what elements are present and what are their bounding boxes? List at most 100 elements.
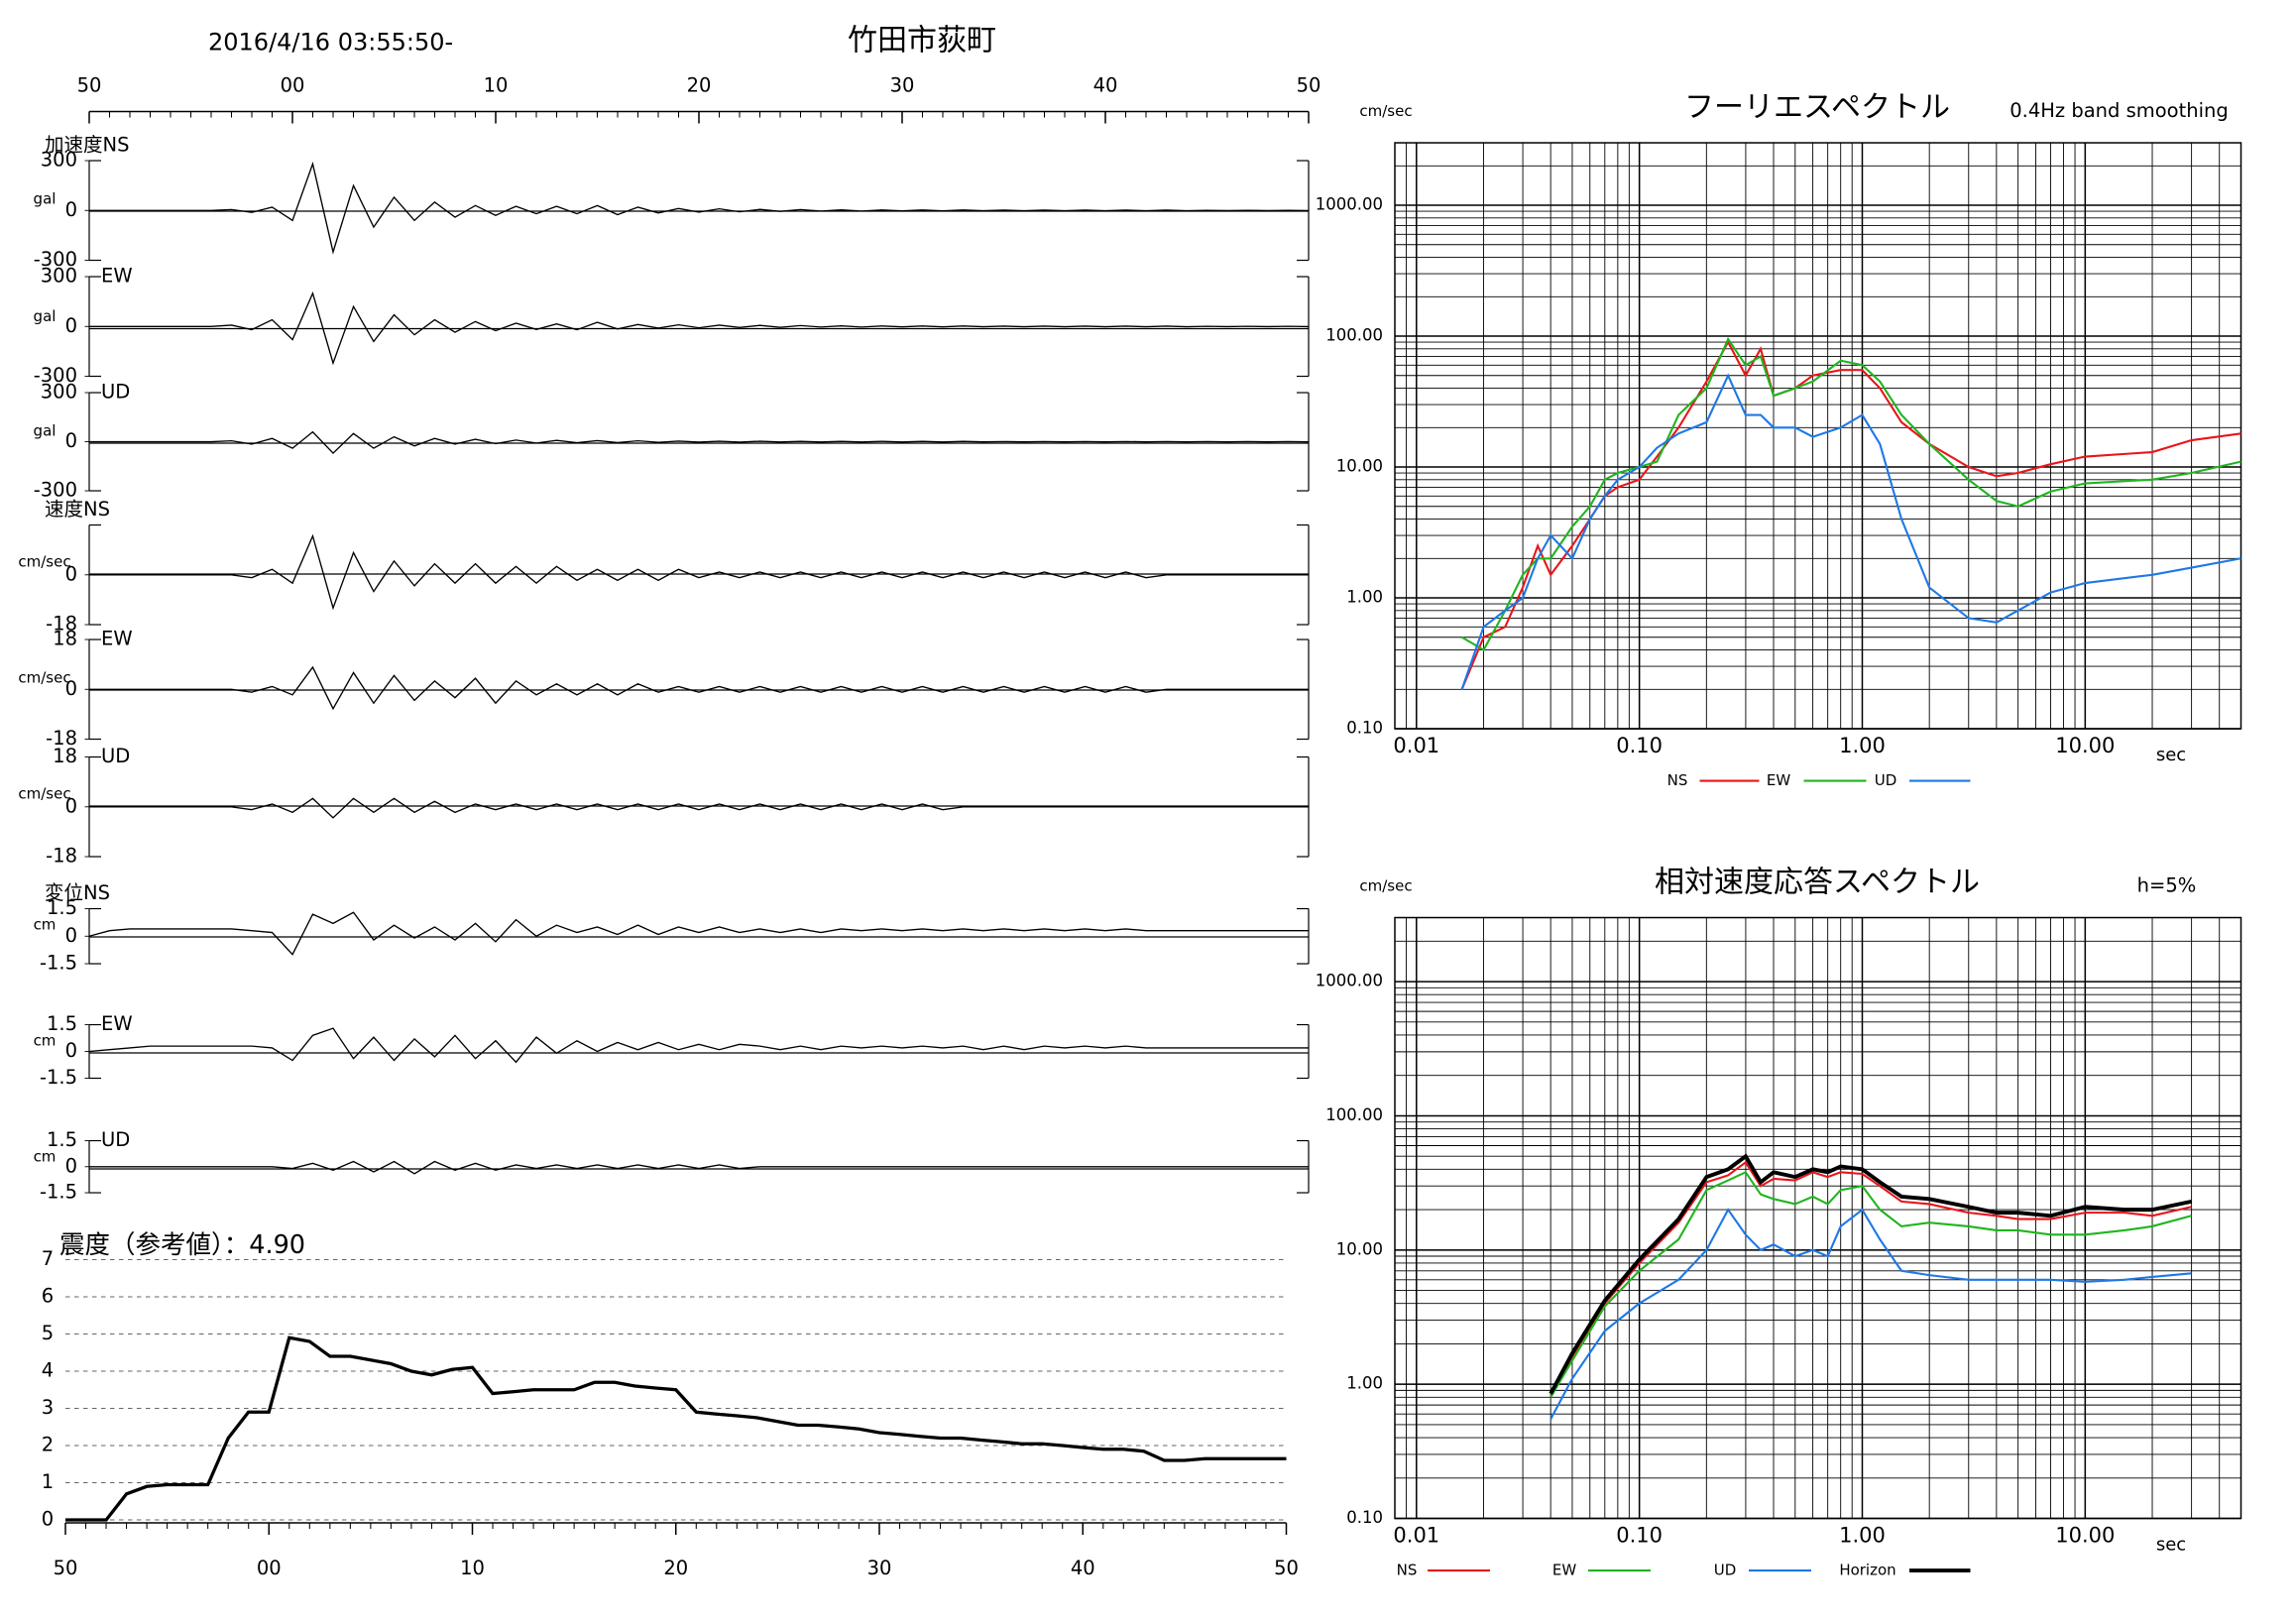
trace-label: UD [101,1128,130,1151]
y-tick-label: 1.00 [1346,1374,1383,1393]
y-tick-label: 0 [42,1508,54,1531]
waveform-trace [89,665,1309,711]
intensity-title: 震度（参考値）：4.90 [59,1230,305,1260]
x-tick-label: 10.00 [2055,1524,2115,1548]
waveform-trace [89,161,1310,255]
y-tick-label: 1.5 [47,1012,77,1035]
y-tick-label: 100.00 [1325,326,1383,345]
y-tick-label: -18 [46,727,77,750]
station-title: 竹田市荻町 [848,24,996,58]
legend-label: NS [1397,1562,1418,1579]
y-tick-label: 4 [42,1359,54,1382]
intensity-curve [65,1335,1287,1522]
y-tick-label: 1.00 [1346,588,1383,607]
y-tick-label: -300 [34,364,77,387]
y-tick-label: -18 [46,845,77,868]
y-tick-label: -300 [34,479,77,502]
waveform-trace [89,797,1309,819]
x-tick-label: 10 [484,74,509,97]
x-tick-label: 50 [1297,74,1321,97]
y-tick-label: 18 [53,628,77,650]
trace-label: EW [101,1012,133,1035]
x-tick-label: 30 [890,74,915,97]
unit-label: cm [34,1032,57,1050]
spectrum-curve [1550,1160,2192,1398]
y-tick-label: 2 [42,1434,54,1456]
y-tick-label: 1.5 [47,1128,77,1151]
x-tick-label: 1.00 [1839,1524,1886,1548]
y-tick-label: 0 [65,314,77,337]
x-tick-label: 00 [281,74,305,97]
spectrum-curve [1550,1208,2192,1420]
trace-label: UD [101,745,130,767]
y-tick-label: -300 [34,248,77,271]
y-tick-label: 1000.00 [1316,195,1383,214]
x-unit: sec [2156,1535,2186,1556]
waveform-trace [89,1160,1309,1175]
spectrum-note: h=5% [2137,874,2197,897]
x-tick-label: 10.00 [2055,734,2115,757]
unit-label: gal [34,307,57,325]
y-tick-label: 7 [42,1247,54,1270]
y-tick-label: 6 [42,1285,54,1308]
record-time: 2016/4/16 03:55:50- [208,29,453,57]
y-unit: cm/sec [1359,877,1412,895]
y-tick-label: 1.5 [47,896,77,919]
y-tick-label: 300 [41,265,77,288]
x-tick-label: 20 [663,1557,688,1579]
x-tick-label: 0.10 [1616,1524,1663,1548]
x-tick-label: 50 [1274,1557,1299,1579]
y-tick-label: 18 [53,745,77,767]
y-tick-label: 0 [65,794,77,817]
y-tick-label: -18 [46,613,77,636]
y-tick-label: -1.5 [40,1181,77,1204]
y-tick-label: 0.10 [1346,719,1383,738]
unit-label: cm/sec [18,785,70,803]
x-tick-label: 50 [54,1557,78,1579]
trace-label: 速度NS [45,498,110,521]
y-tick-label: -1.5 [40,952,77,975]
legend-label: UD [1875,771,1897,789]
legend-label: Horizon [1839,1562,1895,1579]
spectrum-curve [1461,336,2241,651]
spectrum-curve [1550,1170,2192,1398]
y-tick-label: -1.5 [40,1066,77,1089]
waveform-trace [89,533,1309,611]
y-tick-label: 100.00 [1325,1105,1383,1124]
unit-label: cm [34,1148,57,1166]
x-tick-label: 20 [687,74,712,97]
y-tick-label: 1000.00 [1316,972,1383,990]
legend-label: NS [1667,771,1688,789]
y-tick-label: 0 [65,1039,77,1062]
spectrum-note: 0.4Hz band smoothing [2009,99,2229,122]
y-tick-label: 0.10 [1346,1508,1383,1527]
y-tick-label: 0 [65,677,77,700]
y-tick-label: 5 [42,1322,54,1344]
legend-label: EW [1767,771,1790,789]
trace-label: 加速度NS [45,134,129,157]
waveform-trace [89,430,1310,455]
y-tick-label: 300 [41,149,77,172]
x-tick-label: 00 [257,1557,282,1579]
y-unit: cm/sec [1359,102,1412,120]
unit-label: cm [34,916,57,934]
x-unit: sec [2156,745,2186,765]
y-tick-label: 0 [65,924,77,947]
x-tick-label: 10 [460,1557,485,1579]
y-tick-label: 1 [42,1470,54,1493]
trace-label: EW [101,628,133,650]
legend-label: EW [1552,1562,1576,1579]
spectrum-curve [1460,373,2241,690]
y-tick-label: 10.00 [1336,457,1383,476]
y-tick-label: 0 [65,198,77,221]
trace-label: UD [101,381,130,404]
x-tick-label: 0.01 [1393,1524,1439,1548]
x-tick-label: 1.00 [1839,734,1886,757]
legend-label: UD [1714,1562,1737,1579]
spectrum-curve [1460,339,2241,690]
y-tick-label: 0 [65,429,77,452]
y-tick-label: 10.00 [1336,1239,1383,1258]
spectrum-title: 相対速度応答スペクトル [1655,866,1980,900]
